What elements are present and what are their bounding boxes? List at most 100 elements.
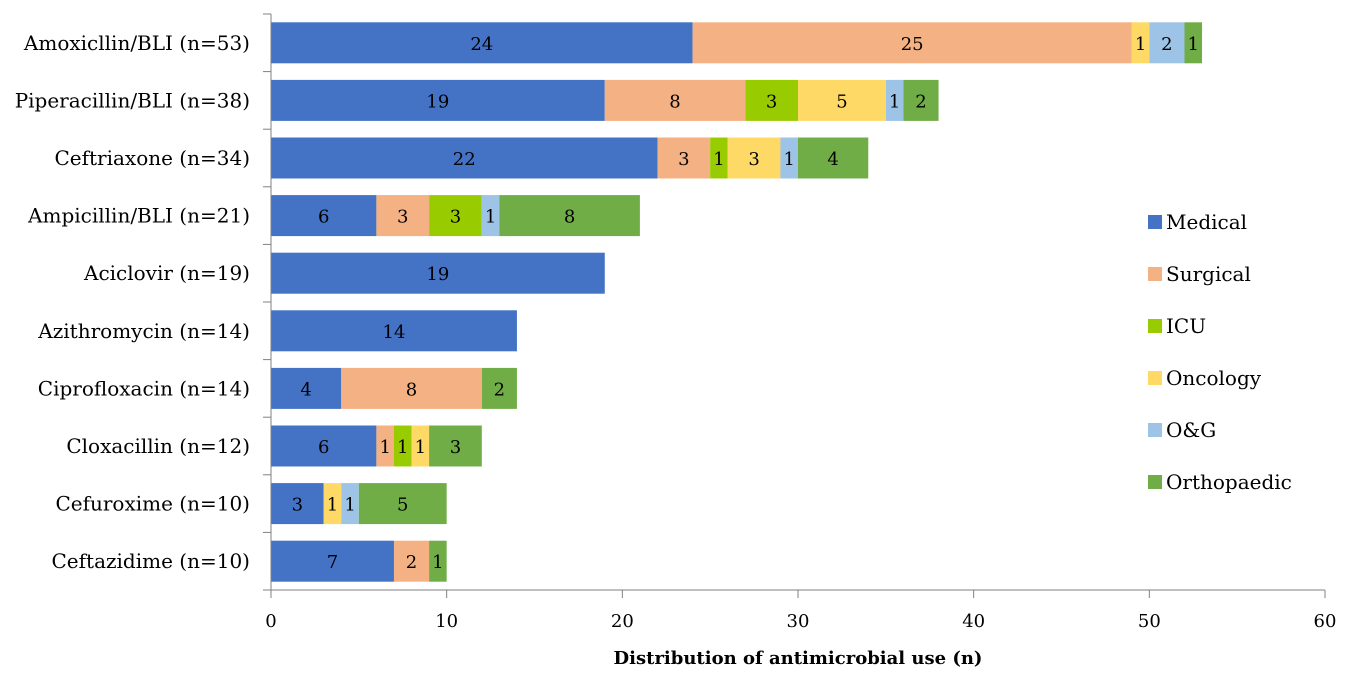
legend-swatch [1148, 423, 1162, 437]
bar-segment-oncology-8 [323, 483, 342, 525]
data-label: 5 [836, 91, 847, 112]
bar-segment-o-g-3 [481, 195, 500, 237]
bar-segment-orthopaedic-1 [903, 79, 939, 121]
legend-label: Oncology [1166, 366, 1262, 390]
legend-item-orthopaedic: Orthopaedic [1148, 470, 1292, 494]
data-label: 1 [713, 149, 724, 170]
bar-segment-icu-2 [710, 137, 728, 179]
bar-segment-medical-6 [271, 367, 342, 409]
bar-segment-orthopaedic-6 [481, 367, 517, 409]
data-label: 4 [300, 379, 311, 400]
data-label: 2 [915, 91, 926, 112]
bar-segment-oncology-1 [798, 79, 886, 121]
legend-label: O&G [1166, 418, 1216, 442]
x-tick-label: 50 [1138, 611, 1161, 632]
data-label: 8 [669, 91, 680, 112]
category-label: Amoxicllin/BLI (n=53) [23, 31, 250, 55]
data-label: 19 [426, 91, 449, 112]
data-label: 3 [748, 149, 759, 170]
data-label: 7 [327, 552, 338, 573]
data-label: 3 [450, 207, 461, 228]
x-axis-title: Distribution of antimicrobial use (n) [614, 648, 983, 669]
data-label: 8 [564, 207, 575, 228]
data-label: 6 [318, 207, 329, 228]
x-tick-label: 30 [787, 611, 810, 632]
data-label: 1 [397, 437, 408, 458]
category-label: Azithromycin (n=14) [37, 319, 250, 343]
data-label: 5 [397, 495, 408, 516]
data-label: 3 [292, 495, 303, 516]
category-label: Piperacillin/BLI (n=38) [15, 88, 250, 112]
data-label: 1 [485, 207, 496, 228]
bar-segment-surgical-3 [376, 195, 430, 237]
data-label: 24 [470, 34, 493, 55]
data-label: 19 [426, 264, 449, 285]
legend-item-o-g: O&G [1148, 418, 1216, 442]
bar-segment-o-g-8 [341, 483, 359, 525]
legend-swatch [1148, 371, 1162, 385]
legend-item-surgical: Surgical [1148, 262, 1251, 286]
bar-segment-medical-0 [271, 22, 693, 64]
bar-segment-o-g-0 [1149, 22, 1185, 64]
axes-layer: Amoxicllin/BLI (n=53) Piperacillin/BLI (n… [15, 13, 1337, 632]
category-label: Cloxacillin (n=12) [66, 434, 250, 458]
data-label: 3 [397, 207, 408, 228]
legend-swatch [1148, 319, 1162, 333]
bar-segment-surgical-7 [376, 425, 394, 467]
bar-segment-medical-9 [271, 540, 394, 582]
data-label: 2 [1161, 34, 1172, 55]
bar-segment-surgical-1 [604, 79, 746, 121]
data-label: 22 [453, 149, 476, 170]
bar-segment-medical-2 [271, 137, 658, 179]
data-label: 3 [450, 437, 461, 458]
data-label: 1 [327, 495, 338, 516]
bar-segment-surgical-9 [393, 540, 430, 582]
bar-segment-orthopaedic-3 [499, 195, 640, 237]
bar-segment-surgical-0 [692, 22, 1132, 64]
bar-segment-medical-5 [271, 310, 517, 352]
data-label: 2 [494, 379, 505, 400]
data-label: 1 [415, 437, 426, 458]
data-label: 1 [1188, 34, 1199, 55]
bar-segment-medical-7 [271, 425, 377, 467]
legend-label: Medical [1166, 210, 1247, 234]
x-tick-label: 60 [1314, 611, 1337, 632]
data-label: 1 [783, 149, 794, 170]
bar-segment-medical-4 [271, 252, 605, 294]
bar-segment-o-g-2 [780, 137, 798, 179]
bar-segment-icu-1 [745, 79, 798, 121]
data-label: 4 [827, 149, 838, 170]
data-label: 1 [1135, 34, 1146, 55]
legend-label: Surgical [1166, 262, 1251, 286]
data-label: 8 [406, 379, 417, 400]
bar-segment-medical-8 [271, 483, 324, 525]
legend-label: ICU [1166, 314, 1206, 338]
bar-segment-icu-7 [393, 425, 412, 467]
bar-segment-orthopaedic-7 [429, 425, 482, 467]
bar-segment-oncology-0 [1131, 22, 1150, 64]
category-label: Ceftriaxone (n=34) [54, 146, 250, 170]
legend-swatch [1148, 475, 1162, 489]
x-tick-label: 20 [611, 611, 634, 632]
data-label: 2 [406, 552, 417, 573]
bar-segment-medical-1 [271, 79, 605, 121]
bar-segment-icu-3 [429, 195, 482, 237]
legend-swatch [1148, 215, 1162, 229]
x-tick-label: 40 [962, 611, 985, 632]
category-label: Cefuroxime (n=10) [55, 492, 250, 516]
data-label: 6 [318, 437, 329, 458]
bar-segment-orthopaedic-0 [1184, 22, 1203, 64]
x-tick-label: 10 [435, 611, 458, 632]
legend-item-icu: ICU [1148, 314, 1206, 338]
data-label: 14 [383, 322, 406, 343]
category-label: Ciprofloxacin (n=14) [38, 376, 250, 400]
legend-swatch [1148, 267, 1162, 281]
legend-label: Orthopaedic [1166, 470, 1292, 494]
data-label: 1 [379, 437, 390, 458]
category-label: Aciclovir (n=19) [83, 261, 250, 285]
category-label: Ampicillin/BLI (n=21) [27, 204, 250, 228]
data-label: 1 [344, 495, 355, 516]
